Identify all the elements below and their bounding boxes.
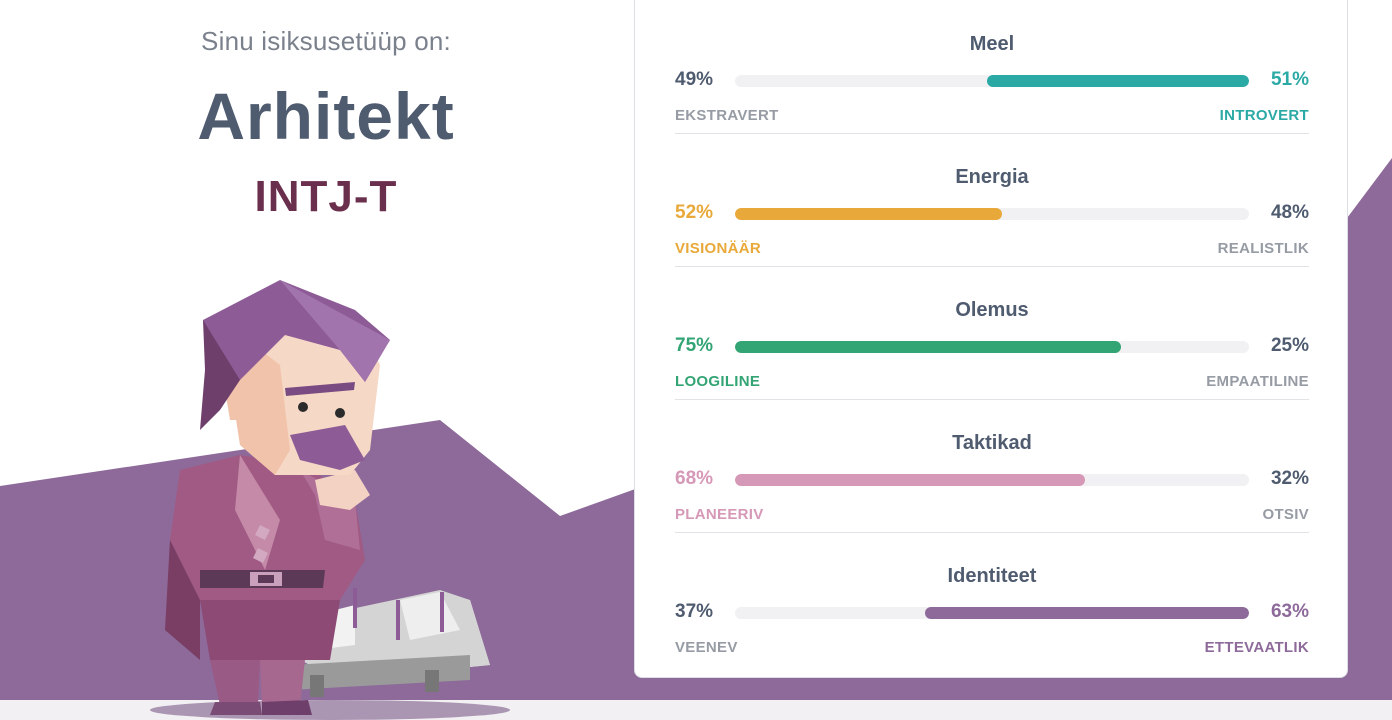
trait-left-label: PLANEERIV [675,506,764,523]
trait-progress-bar [735,474,1249,486]
trait-row-identity: Identiteet 37% 63% VEENEV ETTEVAATLIK [675,533,1309,666]
trait-left-label: VEENEV [675,639,738,656]
trait-progress-bar [735,607,1249,619]
trait-row-energy: Energia 52% 48% VISIONÄÄR REALISTLIK [675,134,1309,267]
trait-progress-fill [986,75,1249,87]
trait-progress-bar [735,75,1249,87]
architect-character-illustration [150,280,510,720]
trait-row-tactics: Taktikad 68% 32% PLANEERIV OTSIV [675,400,1309,533]
trait-row-mind: Meel 49% 51% EKSTRAVERT INTROVERT [675,1,1309,134]
personality-type-name: Arhitekt [197,79,455,153]
trait-right-label: OTSIV [1262,506,1309,523]
trait-right-percent: 48% [1270,202,1309,223]
trait-progress-fill [735,208,1003,220]
trait-left-label: LOOGILINE [675,373,761,390]
trait-title: Olemus [955,299,1029,321]
trait-left-label: VISIONÄÄR [675,240,762,257]
trait-progress-bar [735,341,1249,353]
trait-left-percent: 75% [675,335,714,356]
divider [675,133,1309,134]
trait-row-nature: Olemus 75% 25% LOOGILINE EMPAATILINE [675,267,1309,400]
result-panel: Sinu isiksusetüüp on: Arhitekt INTJ-T [0,0,652,720]
trait-progress-fill [735,474,1085,486]
divider [675,399,1309,400]
trait-progress-fill [735,341,1121,353]
trait-left-percent: 68% [675,468,714,489]
trait-progress-fill [925,607,1249,619]
trait-right-percent: 32% [1270,468,1309,489]
trait-title: Meel [969,33,1015,55]
divider [675,532,1309,533]
trait-right-percent: 51% [1270,69,1309,90]
result-intro: Sinu isiksusetüüp on: [201,26,451,56]
trait-title: Energia [955,166,1029,188]
trait-right-label: EMPAATILINE [1206,373,1309,390]
trait-right-percent: 25% [1270,335,1309,356]
trait-progress-bar [735,208,1249,220]
trait-left-percent: 37% [675,601,714,622]
trait-left-percent: 52% [675,202,714,223]
trait-right-percent: 63% [1270,601,1309,622]
divider [675,266,1309,267]
trait-title: Identiteet [947,565,1037,587]
trait-right-label: ETTEVAATLIK [1204,639,1309,656]
traits-card: Meel 49% 51% EKSTRAVERT INTROVERT Energi… [634,0,1348,678]
trait-left-label: EKSTRAVERT [675,107,779,124]
trait-right-label: INTROVERT [1219,107,1309,124]
trait-right-label: REALISTLIK [1217,240,1309,257]
personality-type-code: INTJ-T [254,172,398,221]
trait-title: Taktikad [952,432,1032,454]
trait-left-percent: 49% [675,69,714,90]
